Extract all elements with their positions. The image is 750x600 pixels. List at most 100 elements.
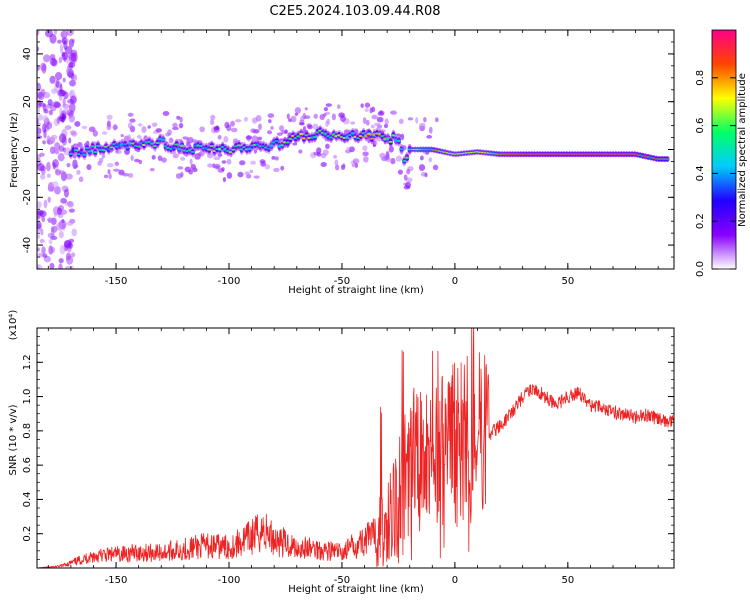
heatmap-halo-cell <box>364 108 369 112</box>
heatmap-noise-cell <box>37 201 42 209</box>
heatmap-halo-cell <box>364 102 371 108</box>
heatmap-halo-cell <box>407 117 414 121</box>
heatmap-ridge-cell <box>190 150 196 154</box>
heatmap-halo-cell <box>134 158 140 163</box>
heatmap-noise-cell <box>48 182 53 191</box>
heatmap-halo-cell <box>157 155 163 162</box>
colorbar-tick-label: 0.8 <box>695 70 706 86</box>
heatmap-noise-cell <box>68 137 72 144</box>
heatmap-halo-cell <box>376 116 384 123</box>
heatmap-halo-cell <box>73 164 79 169</box>
heatmap-halo-cell <box>286 113 290 120</box>
heatmap-noise-cell <box>70 265 75 269</box>
heatmap-halo-cell <box>370 124 375 129</box>
heatmap-ridge-cell <box>665 158 670 160</box>
spectrogram-y-label: Frequency (Hz) <box>9 112 20 188</box>
y-tick-label: -40 <box>22 237 33 253</box>
heatmap-noise-cell <box>46 217 54 222</box>
heatmap-halo-cell <box>346 147 350 151</box>
heatmap-halo-cell <box>284 129 288 134</box>
heatmap-halo-cell <box>217 135 222 140</box>
heatmap-noise-cell <box>37 264 43 269</box>
heatmap-noise-cell <box>71 228 78 237</box>
heatmap-halo-cell <box>294 112 299 116</box>
heatmap-halo-cell <box>352 158 360 164</box>
heatmap-halo-cell <box>384 154 390 161</box>
heatmap-halo-cell <box>172 122 178 128</box>
heatmap-ridge-cell <box>174 143 179 146</box>
heatmap-noise-cell <box>46 161 51 172</box>
heatmap-noise-cell <box>37 84 42 93</box>
heatmap-halo-cell <box>362 117 367 125</box>
heatmap-halo-cell <box>274 156 279 161</box>
colorbar-tick-label: 0.4 <box>695 165 706 181</box>
snr-x-label: Height of straight line (km) <box>288 584 424 595</box>
heatmap-halo-cell <box>304 115 311 120</box>
heatmap-noise-cell <box>37 106 40 114</box>
heatmap-noise-cell <box>56 117 60 124</box>
heatmap-halo-cell <box>127 112 134 117</box>
heatmap-noise-cell <box>51 88 58 94</box>
heatmap-ridge-cell <box>404 156 410 159</box>
heatmap-halo-cell <box>136 134 142 139</box>
heatmap-noise-cell <box>53 30 58 35</box>
heatmap-halo-cell <box>149 168 155 172</box>
heatmap-halo-cell <box>426 135 433 139</box>
heatmap-halo-cell <box>395 155 402 162</box>
heatmap-halo-cell <box>280 165 285 171</box>
heatmap-halo-cell <box>271 156 276 160</box>
y-tick-label: 20 <box>22 95 33 108</box>
spectrogram-panel: -150 -100 -50 0 50 -40 -20 0 20 40 Height of str… <box>9 29 675 296</box>
heatmap-halo-cell <box>230 120 235 127</box>
heatmap-noise-cell <box>54 149 60 155</box>
heatmap-noise-cell <box>50 148 54 154</box>
heatmap-noise-cell <box>60 32 65 37</box>
heatmap-noise-cell <box>58 263 63 269</box>
heatmap-noise-cell <box>59 244 66 255</box>
heatmap-ridge-cell <box>160 138 166 141</box>
heatmap-noise-cell <box>70 49 78 57</box>
heatmap-halo-cell <box>424 172 428 178</box>
heatmap-halo-cell <box>267 113 275 118</box>
heatmap-halo-cell <box>226 172 233 179</box>
heatmap-halo-cell <box>167 129 172 136</box>
heatmap-halo-cell <box>237 171 244 178</box>
heatmap-noise-cell <box>40 174 46 180</box>
heatmap-noise-cell <box>42 115 49 122</box>
heatmap-noise-cell <box>57 152 65 162</box>
heatmap-noise-cell <box>69 129 77 136</box>
heatmap-halo-cell <box>264 163 271 170</box>
heatmap-halo-cell <box>325 120 329 127</box>
heatmap-halo-cell <box>120 134 124 138</box>
heatmap-halo-cell <box>250 160 257 165</box>
heatmap-noise-cell <box>48 109 53 116</box>
heatmap-noise-cell <box>52 159 59 168</box>
heatmap-halo-cell <box>102 131 108 135</box>
y-tick-label: 0.2 <box>22 526 33 542</box>
heatmap-halo-cell <box>151 155 156 160</box>
heatmap-ridge-cell <box>87 150 93 153</box>
heatmap-halo-cell <box>129 118 136 123</box>
heatmap-noise-cell <box>54 72 63 81</box>
x-tick-label: 50 <box>561 575 574 586</box>
heatmap-ridge-cell <box>299 132 304 136</box>
heatmap-halo-cell <box>298 149 303 154</box>
heatmap-noise-cell <box>52 181 59 189</box>
heatmap-noise-cell <box>37 247 40 252</box>
y-tick-label: 0.8 <box>22 423 33 439</box>
heatmap-halo-cell <box>428 126 433 134</box>
y-tick-label: 0.4 <box>22 491 33 507</box>
heatmap-noise-cell <box>63 91 69 100</box>
snr-y-multiplier: (x10⁴) <box>8 310 19 341</box>
y-tick-label: 0 <box>22 146 33 152</box>
heatmap-noise-cell <box>47 196 51 203</box>
heatmap-halo-cell <box>106 123 112 131</box>
heatmap-noise-cell <box>38 114 44 121</box>
heatmap-halo-cell <box>323 106 329 112</box>
heatmap-halo-cell <box>222 176 227 183</box>
heatmap-halo-cell <box>239 160 246 166</box>
heatmap-halo-cell <box>78 176 84 183</box>
heatmap-ridge-cell <box>209 144 215 148</box>
heatmap-halo-cell <box>194 153 201 160</box>
